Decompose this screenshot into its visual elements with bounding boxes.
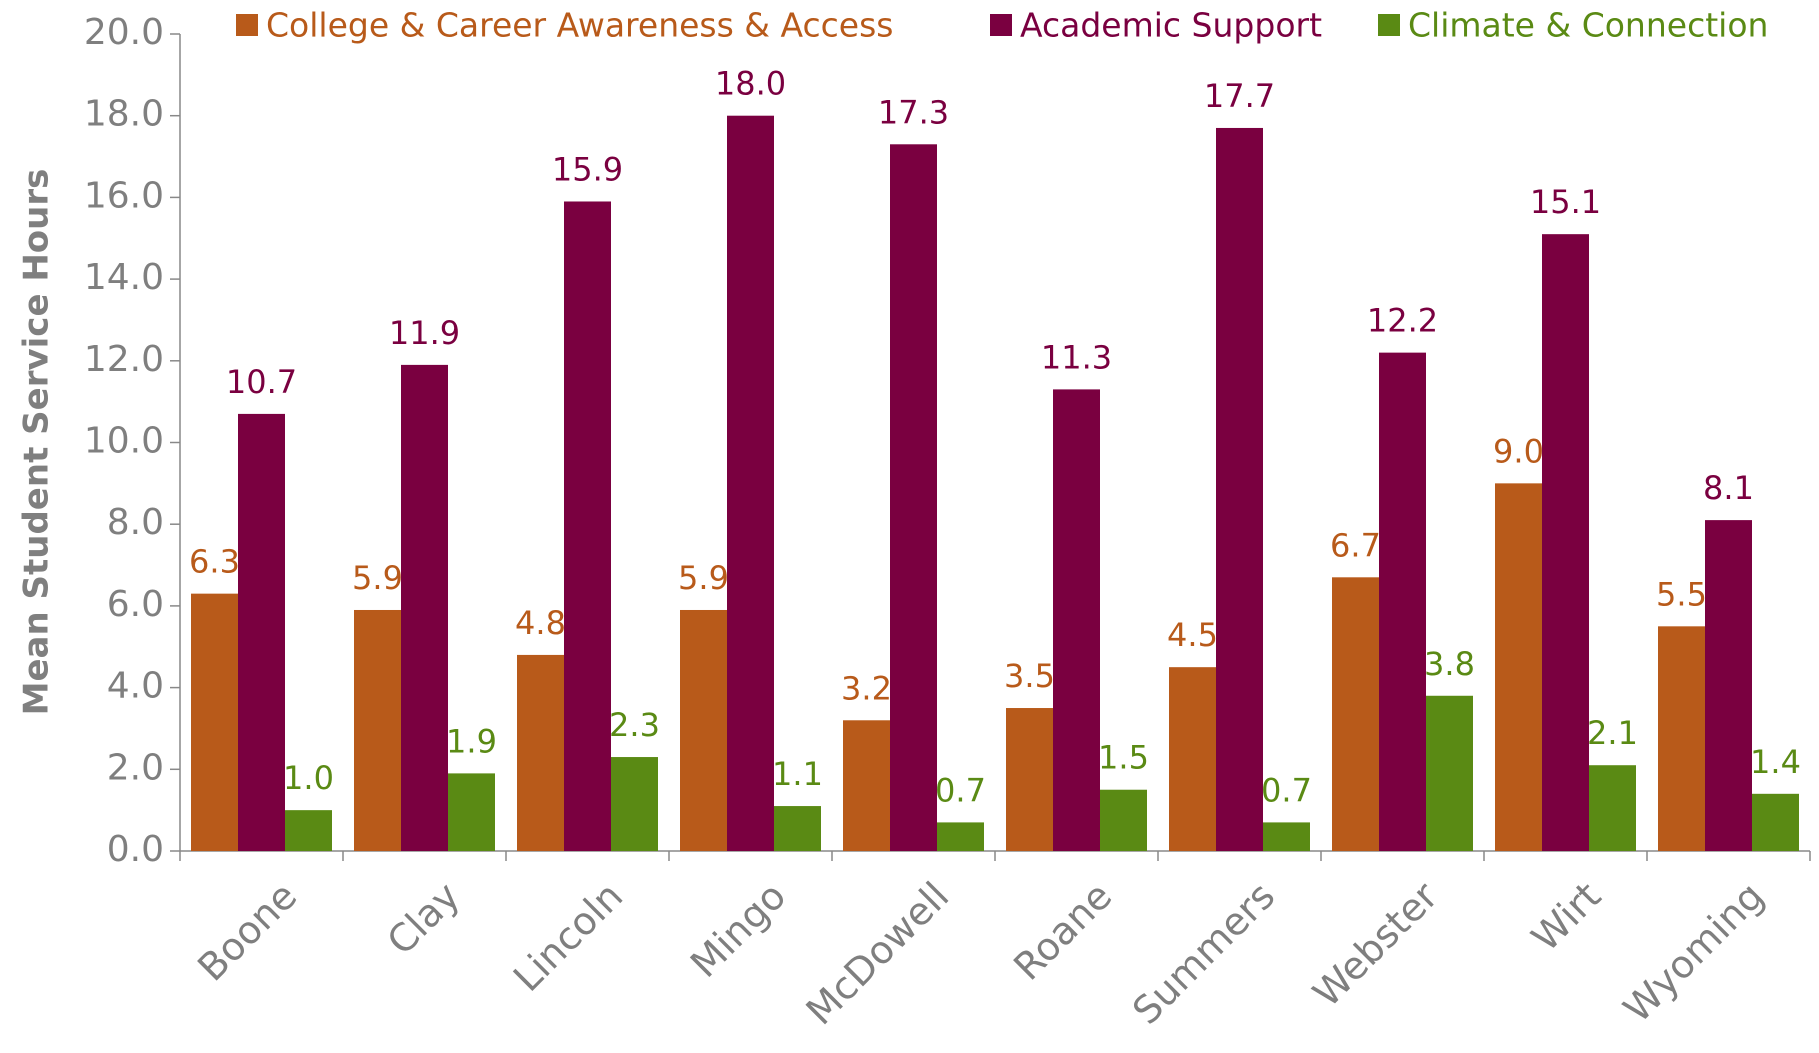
- data-label: 10.7: [226, 363, 297, 401]
- x-tick-label: Boone: [189, 874, 305, 990]
- x-tick-label: Wyoming: [1615, 874, 1772, 1031]
- x-tick-label: Clay: [379, 874, 469, 964]
- y-tick-label: 6.0: [107, 584, 164, 625]
- y-tick-label: 20.0: [84, 12, 164, 53]
- x-tick-label: McDowell: [798, 874, 958, 1034]
- x-tick-label: Summers: [1124, 874, 1283, 1033]
- bar: [1658, 626, 1705, 851]
- data-label: 3.2: [841, 669, 892, 707]
- data-label: 11.3: [1041, 338, 1112, 376]
- legend-swatch: [236, 14, 258, 36]
- data-label: 4.5: [1167, 616, 1218, 654]
- bar: [564, 201, 611, 852]
- data-label: 5.9: [352, 559, 403, 597]
- bar: [611, 757, 658, 851]
- data-label: 0.7: [1261, 771, 1312, 809]
- bar: [1752, 793, 1799, 851]
- legend-label: College & Career Awareness & Access: [266, 6, 893, 45]
- x-tick-label: Lincoln: [505, 874, 631, 1000]
- bar: [1426, 695, 1473, 851]
- x-tick-label: Roane: [1005, 874, 1120, 989]
- data-label: 3.5: [1004, 657, 1055, 695]
- x-tick-label: Webster: [1304, 873, 1446, 1015]
- bar: [727, 115, 774, 851]
- legend-swatch: [990, 14, 1012, 36]
- bar: [1169, 667, 1216, 851]
- data-label: 15.9: [552, 150, 623, 188]
- bar: [890, 144, 937, 852]
- data-label: 11.9: [389, 314, 460, 352]
- bar: [680, 609, 727, 851]
- data-label: 18.0: [715, 65, 786, 103]
- y-tick-label: 18.0: [84, 94, 164, 135]
- data-label: 1.9: [446, 722, 497, 760]
- y-tick-label: 2.0: [107, 747, 164, 788]
- data-label: 5.5: [1656, 575, 1707, 613]
- bar: [1542, 234, 1589, 852]
- data-label: 15.1: [1530, 183, 1601, 221]
- y-tick-label: 4.0: [107, 666, 164, 707]
- bar: [285, 810, 332, 851]
- bar: [1100, 789, 1147, 851]
- bar: [1053, 389, 1100, 851]
- y-tick-label: 12.0: [84, 339, 164, 380]
- data-label: 6.7: [1330, 526, 1381, 564]
- data-label: 17.7: [1204, 77, 1275, 115]
- data-label: 2.3: [609, 706, 660, 744]
- y-tick-label: 14.0: [84, 257, 164, 298]
- data-label: 1.1: [772, 755, 823, 793]
- bar: [354, 609, 401, 851]
- bar: [448, 773, 495, 851]
- data-label: 2.1: [1587, 714, 1638, 752]
- data-label: 1.0: [283, 759, 334, 797]
- bar: [1216, 127, 1263, 851]
- data-label: 17.3: [878, 93, 949, 131]
- bar: [1379, 352, 1426, 851]
- y-tick-label: 8.0: [107, 502, 164, 543]
- bar: [517, 654, 564, 851]
- bar: [1589, 765, 1636, 851]
- bar: [937, 822, 984, 851]
- legend-label: Academic Support: [1020, 6, 1322, 45]
- y-tick-label: 16.0: [84, 175, 164, 216]
- data-label: 0.7: [935, 771, 986, 809]
- data-label: 5.9: [678, 559, 729, 597]
- bar: [843, 720, 890, 851]
- bar: [1332, 577, 1379, 851]
- bar: [1705, 520, 1752, 851]
- data-label: 1.4: [1750, 743, 1801, 781]
- bar: [191, 593, 238, 851]
- data-label: 9.0: [1493, 432, 1544, 470]
- bar: [1006, 708, 1053, 851]
- bar: [401, 364, 448, 851]
- data-label: 8.1: [1703, 469, 1754, 507]
- bar: [238, 413, 285, 851]
- bar: [1263, 822, 1310, 851]
- data-label: 12.2: [1367, 302, 1438, 340]
- bar: [774, 806, 821, 851]
- y-axis-label: Mean Student Service Hours: [17, 169, 57, 716]
- y-tick-label: 10.0: [84, 421, 164, 462]
- data-label: 3.8: [1424, 645, 1475, 683]
- y-tick-label: 0.0: [107, 829, 164, 870]
- data-label: 1.5: [1098, 739, 1149, 777]
- bar: [1495, 483, 1542, 851]
- legend-swatch: [1378, 14, 1400, 36]
- legend-label: Climate & Connection: [1408, 6, 1768, 45]
- x-tick-label: Wirt: [1523, 874, 1609, 960]
- data-label: 6.3: [189, 543, 240, 581]
- x-tick-label: Mingo: [682, 874, 794, 986]
- data-label: 4.8: [515, 604, 566, 642]
